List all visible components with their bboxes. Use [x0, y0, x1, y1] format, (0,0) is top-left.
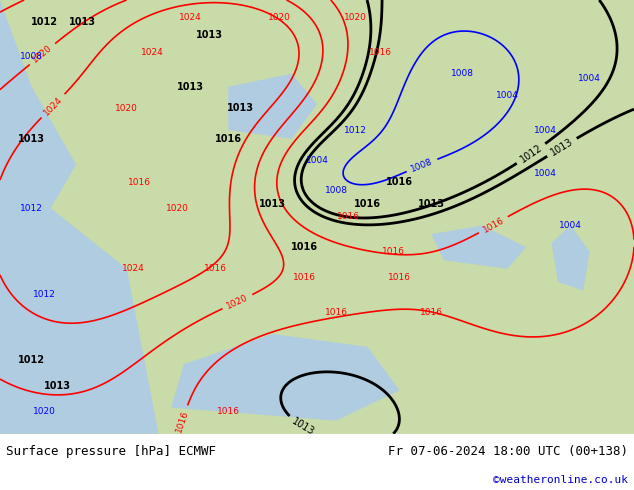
Text: 1004: 1004 — [534, 169, 557, 178]
Text: 1004: 1004 — [578, 74, 601, 82]
Text: 1008: 1008 — [410, 157, 434, 174]
Text: 1013: 1013 — [549, 137, 575, 158]
Text: 1013: 1013 — [196, 30, 223, 40]
Text: 1016: 1016 — [325, 308, 347, 317]
Text: 1020: 1020 — [115, 104, 138, 113]
Text: 1013: 1013 — [259, 199, 286, 209]
Text: 1016: 1016 — [215, 134, 242, 144]
Text: 1013: 1013 — [177, 82, 204, 92]
Text: 1004: 1004 — [496, 91, 519, 100]
Text: 1016: 1016 — [369, 48, 392, 56]
Polygon shape — [431, 225, 526, 269]
Text: 1004: 1004 — [534, 125, 557, 135]
Text: 1013: 1013 — [69, 17, 96, 26]
Text: 1016: 1016 — [128, 178, 151, 187]
Text: 1016: 1016 — [382, 247, 404, 256]
Polygon shape — [0, 0, 76, 208]
Text: 1016: 1016 — [293, 273, 316, 282]
Text: 1016: 1016 — [337, 212, 360, 221]
Text: 1008: 1008 — [451, 69, 474, 78]
Polygon shape — [171, 334, 399, 420]
Text: 1008: 1008 — [20, 52, 43, 61]
Text: 1013: 1013 — [18, 134, 45, 144]
Text: 1004: 1004 — [306, 156, 328, 165]
Text: 1016: 1016 — [354, 199, 381, 209]
Text: Fr 07-06-2024 18:00 UTC (00+138): Fr 07-06-2024 18:00 UTC (00+138) — [387, 445, 628, 458]
Text: 1008: 1008 — [325, 186, 347, 196]
Polygon shape — [0, 139, 158, 434]
Text: ©weatheronline.co.uk: ©weatheronline.co.uk — [493, 475, 628, 485]
Polygon shape — [552, 225, 590, 291]
Text: 1012: 1012 — [33, 291, 56, 299]
Text: 1016: 1016 — [204, 265, 227, 273]
Text: 1020: 1020 — [30, 43, 54, 65]
Text: 1013: 1013 — [418, 199, 444, 209]
Text: 1016: 1016 — [217, 408, 240, 416]
Text: 1016: 1016 — [481, 215, 505, 234]
Polygon shape — [228, 74, 317, 139]
Text: 1012: 1012 — [344, 125, 366, 135]
Text: 1020: 1020 — [33, 408, 56, 416]
Text: 1013: 1013 — [44, 381, 70, 391]
Text: 1024: 1024 — [122, 265, 145, 273]
Text: 1020: 1020 — [166, 204, 189, 213]
Text: 1020: 1020 — [268, 13, 290, 22]
Text: 1024: 1024 — [179, 13, 202, 22]
Text: 1016: 1016 — [291, 242, 318, 252]
Text: 1012: 1012 — [18, 355, 45, 365]
Text: 1024: 1024 — [42, 95, 64, 117]
Text: 1016: 1016 — [386, 177, 413, 187]
Text: 1016: 1016 — [420, 308, 443, 317]
Text: 1020: 1020 — [225, 293, 250, 311]
Text: 1020: 1020 — [344, 13, 366, 22]
Text: 1016: 1016 — [174, 409, 190, 433]
Text: 1013: 1013 — [290, 416, 316, 437]
Text: 1012: 1012 — [31, 17, 58, 26]
Text: 1016: 1016 — [388, 273, 411, 282]
Text: 1024: 1024 — [141, 48, 164, 56]
Text: 1012: 1012 — [518, 143, 544, 165]
Text: 1004: 1004 — [559, 221, 582, 230]
Text: Surface pressure [hPa] ECMWF: Surface pressure [hPa] ECMWF — [6, 445, 216, 458]
Text: 1013: 1013 — [228, 103, 254, 113]
Text: 1012: 1012 — [20, 204, 43, 213]
